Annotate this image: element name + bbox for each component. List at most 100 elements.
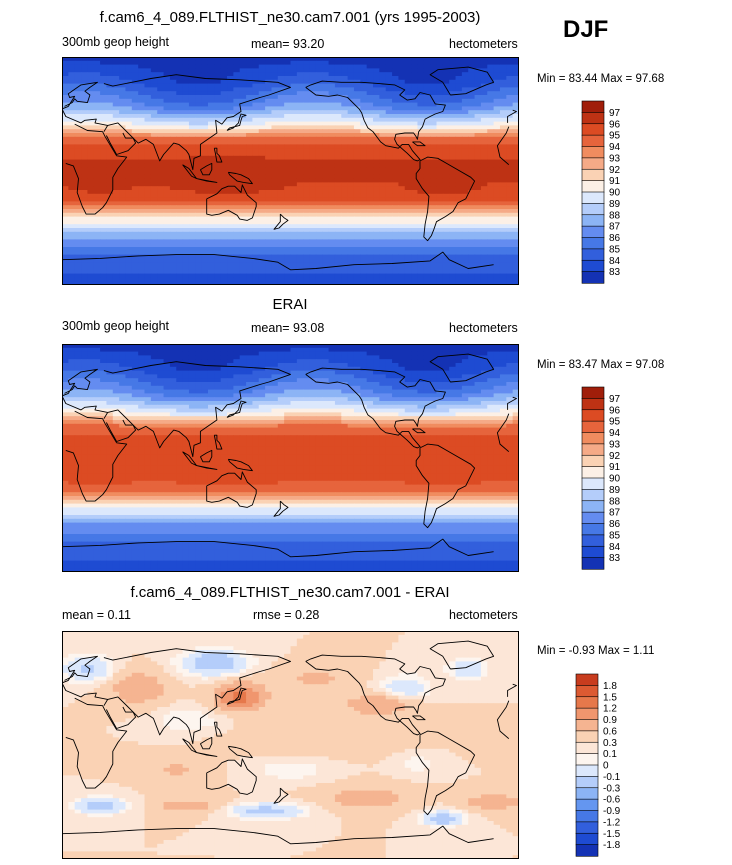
field-cell [233, 68, 241, 73]
field-cell [239, 163, 247, 168]
field-cell [385, 266, 393, 271]
field-cell [423, 68, 431, 73]
field-cell [106, 370, 114, 375]
field-cell [112, 254, 120, 259]
field-cell [442, 125, 450, 130]
field-cell [423, 216, 431, 221]
field-cell [271, 148, 279, 153]
field-cell [480, 344, 488, 349]
field-cell [277, 174, 285, 180]
field-cell [512, 216, 519, 221]
field-cell [233, 125, 241, 130]
field-cell [100, 98, 108, 104]
field-cell [322, 174, 330, 180]
field-cell [423, 121, 431, 126]
field-cell [169, 64, 177, 69]
field-cell [296, 133, 304, 138]
field-cell [207, 79, 215, 85]
field-cell [385, 370, 393, 375]
field-cell [246, 281, 254, 285]
field-cell [353, 182, 361, 187]
field-cell [392, 117, 400, 123]
field-cell [461, 197, 469, 202]
field-cell [195, 216, 203, 221]
field-cell [392, 281, 400, 285]
field-cell [309, 117, 317, 123]
field-cell [144, 68, 152, 73]
field-cell [423, 117, 431, 123]
field-cell [474, 163, 482, 168]
field-cell [246, 224, 254, 229]
field-cell [112, 91, 120, 96]
field-cell [404, 269, 412, 275]
field-cell [62, 174, 69, 180]
field-cell [182, 273, 190, 278]
field-cell [271, 136, 279, 142]
field-cell [480, 91, 488, 96]
field-cell [131, 159, 139, 164]
field-cell [455, 174, 463, 180]
field-cell [436, 72, 444, 77]
field-cell [398, 83, 406, 88]
field-cell [112, 57, 120, 62]
field-cell [347, 102, 355, 107]
field-cell [468, 102, 476, 107]
field-cell [239, 125, 247, 130]
field-cell [455, 136, 463, 142]
field-cell [74, 344, 82, 349]
field-cell [404, 148, 412, 153]
field-cell [195, 231, 203, 237]
field-cell [265, 72, 273, 77]
field-cell [461, 370, 469, 375]
field-cell [353, 239, 361, 244]
field-cell [334, 174, 342, 180]
field-cell [417, 91, 425, 96]
field-cell [353, 76, 361, 81]
field-cell [328, 159, 336, 164]
field-cell [468, 250, 476, 256]
field-cell [284, 159, 292, 164]
field-cell [233, 347, 241, 353]
field-cell [163, 355, 171, 360]
field-cell [100, 201, 108, 206]
field-cell [87, 224, 95, 229]
field-cell [487, 79, 495, 85]
field-cell [493, 359, 501, 364]
field-cell [296, 79, 304, 85]
field-cell [176, 243, 184, 248]
field-cell [353, 95, 361, 100]
field-cell [176, 182, 184, 187]
field-cell [411, 366, 419, 372]
field-cell [506, 171, 514, 176]
field-cell [233, 76, 241, 81]
field-cell [220, 212, 228, 218]
field-cell [379, 114, 387, 119]
field-cell [347, 110, 355, 115]
field-cell [417, 193, 425, 199]
field-cell [290, 351, 298, 356]
field-cell [163, 98, 171, 104]
field-cell [163, 155, 171, 161]
field-cell [169, 374, 177, 379]
field-cell [442, 98, 450, 104]
field-cell [239, 148, 247, 153]
field-cell [411, 277, 419, 282]
field-cell [112, 114, 120, 119]
field-cell [176, 359, 184, 364]
field-cell [169, 136, 177, 142]
panel1-units-label: hectometers [449, 37, 518, 51]
field-cell [493, 167, 501, 172]
field-cell [227, 72, 234, 77]
field-cell [411, 140, 419, 145]
field-cell [207, 197, 215, 202]
field-cell [68, 370, 76, 375]
field-cell [315, 258, 323, 263]
field-cell [347, 347, 355, 353]
field-cell [81, 102, 88, 107]
field-cell [417, 125, 425, 130]
field-cell [201, 57, 209, 62]
field-cell [188, 152, 196, 157]
field-cell [353, 110, 361, 115]
field-cell [68, 344, 76, 349]
field-cell [385, 224, 393, 229]
